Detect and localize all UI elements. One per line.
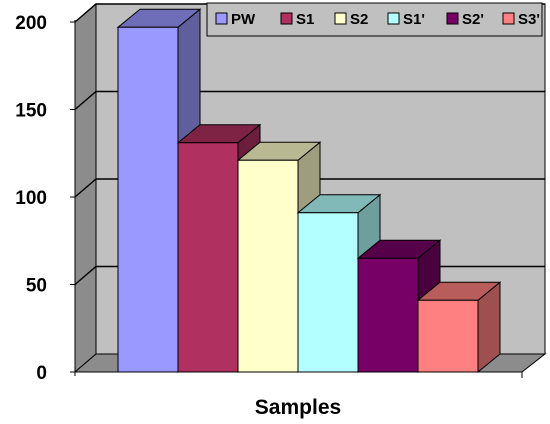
- legend: PW S1 S2 S1' S2' S3': [206, 2, 543, 37]
- legend-entry: S3': [502, 11, 540, 28]
- y-tick-label: 100: [15, 188, 47, 209]
- legend-entry: S2': [446, 11, 484, 28]
- bar-front: [177, 142, 239, 373]
- legend-swatch: [446, 12, 459, 25]
- legend-box: [206, 2, 543, 37]
- legend-entry: S1': [387, 11, 425, 28]
- bar-front: [297, 212, 359, 373]
- bar-front: [117, 26, 179, 373]
- bar-front: [357, 257, 419, 373]
- gridline: [74, 178, 545, 198]
- legend-label: S2: [350, 11, 368, 28]
- y-tick-label: 150: [15, 101, 47, 122]
- legend-swatch: [334, 12, 347, 25]
- legend-swatch: [387, 12, 400, 25]
- bar-front: [417, 299, 479, 373]
- y-tick-label: 0: [36, 363, 47, 384]
- bar: [416, 281, 502, 374]
- legend-entry: PW: [215, 11, 256, 28]
- legend-label: PW: [231, 11, 256, 28]
- bar-front: [237, 159, 299, 373]
- legend-entry: S2: [334, 11, 368, 28]
- bars: [116, 8, 502, 374]
- legend-entry: S1: [280, 11, 314, 28]
- y-tick-labels: 0 50 100 150 200: [15, 13, 75, 384]
- y-tick-label: 50: [26, 276, 47, 297]
- legend-label: S2': [462, 11, 484, 28]
- legend-label: S1': [403, 11, 425, 28]
- legend-swatch: [280, 12, 293, 25]
- legend-label: S1: [296, 11, 314, 28]
- legend-label: S3': [518, 11, 540, 28]
- y-tick-label: 200: [15, 13, 47, 34]
- legend-swatch: [502, 12, 515, 25]
- legend-swatch: [215, 12, 228, 25]
- x-axis-title: Samples: [255, 396, 341, 419]
- gridline: [74, 90, 545, 111]
